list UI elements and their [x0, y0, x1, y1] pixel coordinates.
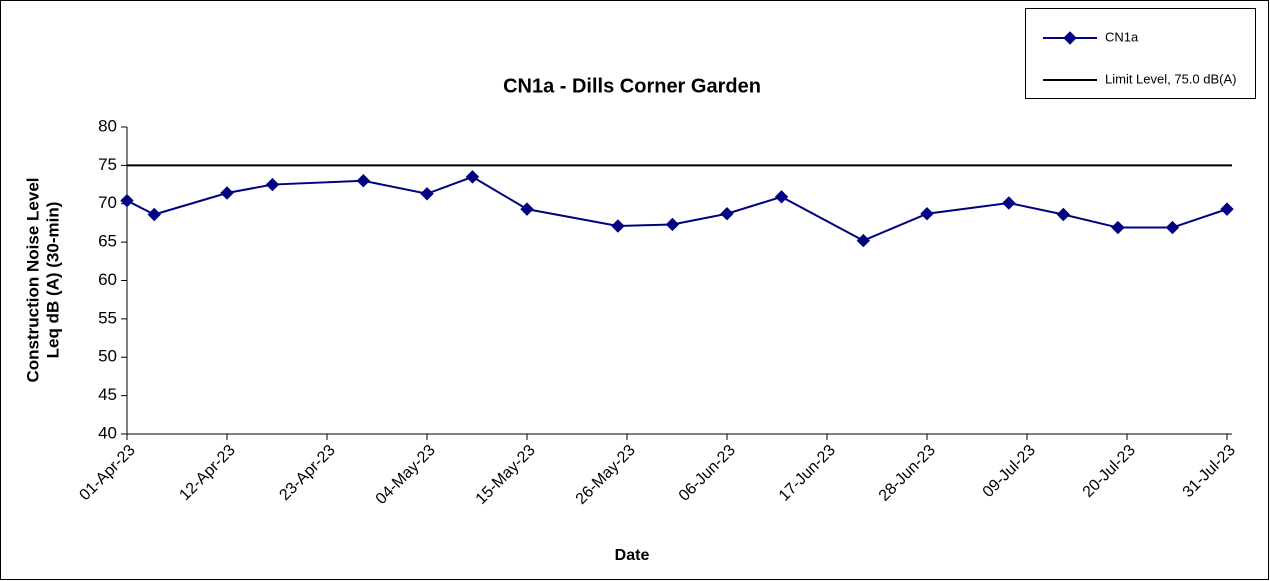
legend-label: Limit Level, 75.0 dB(A)	[1105, 71, 1237, 86]
y-axis-title-line: Leq dB (A) (30-min)	[43, 202, 62, 359]
data-point	[611, 219, 625, 233]
data-point	[420, 187, 434, 201]
x-tick-label: 06-Jun-23	[676, 442, 739, 505]
data-point	[720, 207, 734, 221]
data-point	[1220, 202, 1234, 216]
x-tick-label: 04-May-23	[373, 442, 439, 508]
x-tick-label: 23-Apr-23	[276, 442, 338, 504]
y-tick-label: 50	[98, 347, 117, 366]
x-tick-label: 12-Apr-23	[176, 442, 238, 504]
x-tick-label: 31-Jul-23	[1180, 442, 1239, 501]
data-point	[1056, 207, 1071, 222]
legend-marker	[1063, 31, 1077, 45]
x-tick-label: 28-Jun-23	[876, 442, 939, 505]
series-line	[126, 175, 1228, 242]
y-tick-label: 65	[98, 232, 117, 251]
data-point	[856, 233, 871, 248]
legend-box	[1025, 8, 1256, 99]
x-tick-label: 01-Apr-23	[76, 442, 138, 504]
y-tick-label: 55	[98, 308, 117, 327]
data-point	[465, 170, 480, 184]
data-point	[147, 207, 161, 222]
data-point	[520, 202, 534, 216]
y-tick-label: 60	[98, 270, 117, 289]
y-axis-title: Construction Noise Level Leq dB (A) (30-…	[23, 178, 62, 383]
x-axis-title: Date	[615, 547, 650, 564]
x-tick-label: 20-Jul-23	[1080, 442, 1139, 501]
y-axis-title-line: Construction Noise Level	[23, 178, 42, 383]
y-tick-label: 75	[98, 155, 117, 174]
data-point	[1165, 220, 1180, 235]
data-point	[120, 193, 134, 208]
chart-title: CN1a - Dills Corner Garden	[503, 75, 761, 97]
data-point	[220, 186, 234, 200]
data-point	[774, 190, 789, 204]
y-tick-label: 80	[98, 116, 117, 135]
x-tick-label: 26-May-23	[573, 442, 639, 508]
y-tick-label: 45	[98, 385, 117, 404]
data-point	[356, 174, 371, 188]
data-point	[1111, 220, 1125, 235]
data-point	[265, 177, 280, 192]
legend-label: CN1a	[1105, 29, 1139, 44]
data-point	[665, 217, 680, 232]
x-tick-label: 15-May-23	[473, 442, 539, 508]
x-tick-label: 09-Jul-23	[980, 442, 1039, 501]
data-point	[920, 207, 934, 221]
x-tick-label: 17-Jun-23	[776, 442, 839, 505]
data-point	[1002, 196, 1016, 210]
y-tick-label: 40	[98, 423, 117, 442]
y-tick-label: 70	[98, 193, 117, 212]
